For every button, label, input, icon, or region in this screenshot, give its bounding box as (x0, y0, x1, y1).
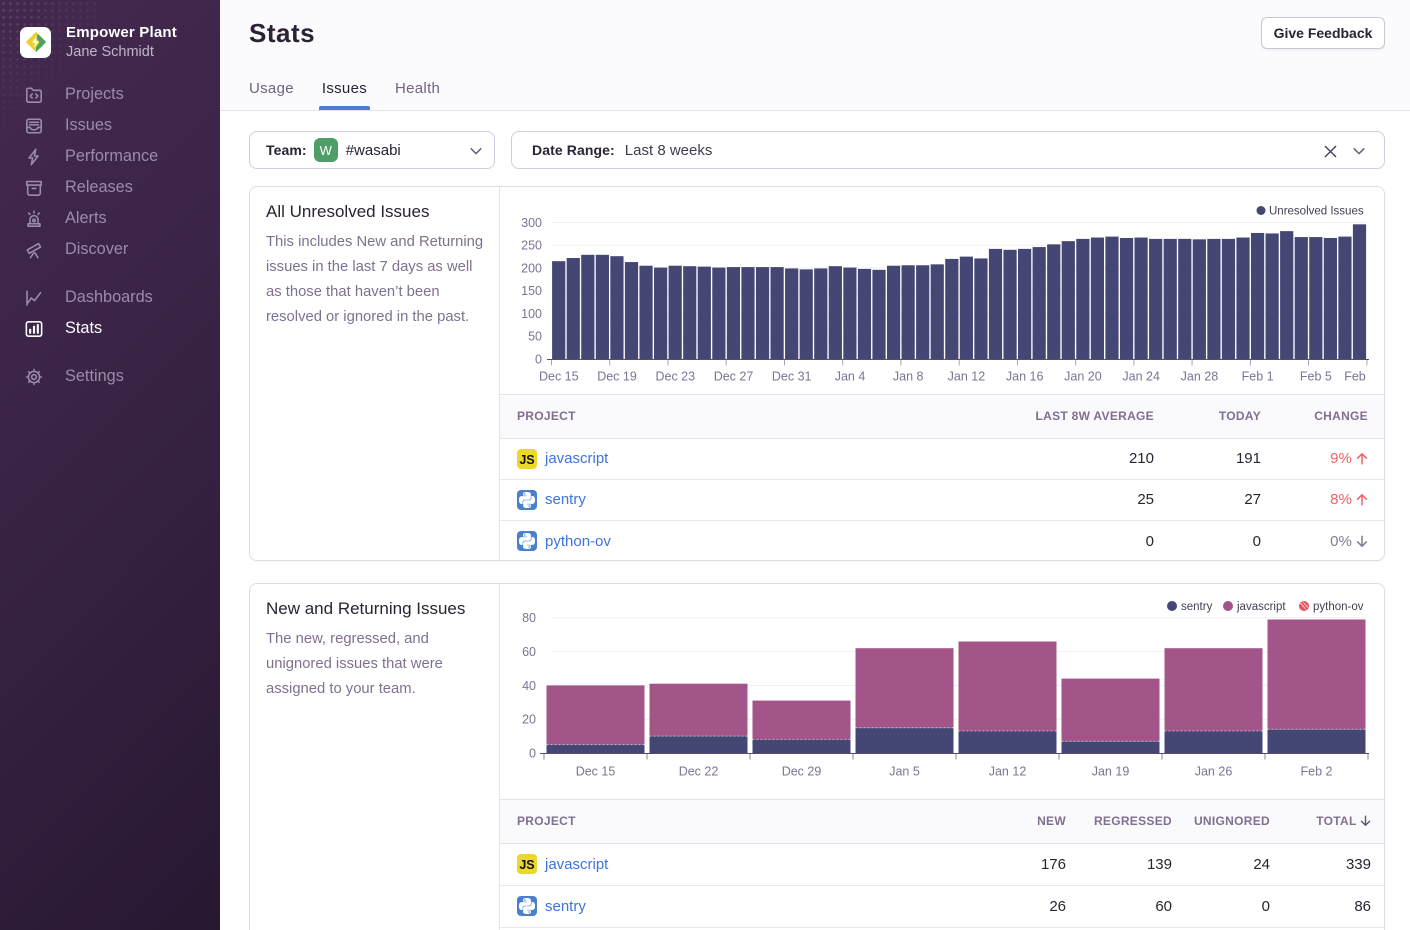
svg-text:80: 80 (522, 611, 536, 625)
svg-text:Jan 16: Jan 16 (1006, 370, 1044, 384)
svg-text:Feb 5: Feb 5 (1300, 370, 1332, 384)
svg-text:Dec 29: Dec 29 (782, 765, 822, 779)
svg-text:60: 60 (522, 645, 536, 659)
svg-text:Jan 20: Jan 20 (1064, 370, 1102, 384)
svg-text:Dec 27: Dec 27 (714, 370, 754, 384)
svg-text:Jan 4: Jan 4 (835, 370, 866, 384)
svg-text:40: 40 (522, 679, 536, 693)
svg-text:Feb: Feb (1344, 370, 1366, 384)
svg-text:JS: JS (519, 858, 534, 872)
svg-text:0: 0 (535, 352, 542, 366)
svg-text:python-ov: python-ov (1313, 601, 1364, 613)
svg-text:100: 100 (521, 307, 542, 321)
svg-text:Jan 24: Jan 24 (1122, 370, 1160, 384)
svg-text:Feb 2: Feb 2 (1301, 765, 1333, 779)
svg-text:Jan 26: Jan 26 (1195, 765, 1233, 779)
svg-text:javascript: javascript (1236, 601, 1286, 613)
svg-text:sentry: sentry (1181, 601, 1213, 613)
svg-text:Dec 23: Dec 23 (655, 370, 695, 384)
svg-text:200: 200 (521, 261, 542, 275)
svg-text:Dec 15: Dec 15 (576, 765, 616, 779)
svg-text:Dec 19: Dec 19 (597, 370, 637, 384)
svg-text:150: 150 (521, 284, 542, 298)
svg-text:Jan 12: Jan 12 (948, 370, 986, 384)
svg-text:Feb 1: Feb 1 (1242, 370, 1274, 384)
svg-text:Jan 5: Jan 5 (889, 765, 920, 779)
svg-text:300: 300 (521, 216, 542, 230)
svg-text:Jan 28: Jan 28 (1181, 370, 1219, 384)
svg-text:Unresolved Issues: Unresolved Issues (1269, 206, 1364, 218)
svg-text:0: 0 (529, 746, 536, 760)
svg-text:20: 20 (522, 713, 536, 727)
svg-text:JS: JS (519, 453, 534, 467)
svg-text:Jan 19: Jan 19 (1092, 765, 1130, 779)
svg-text:250: 250 (521, 239, 542, 253)
svg-text:Dec 22: Dec 22 (679, 765, 719, 779)
svg-text:Jan 8: Jan 8 (893, 370, 924, 384)
svg-text:Dec 31: Dec 31 (772, 370, 812, 384)
svg-text:50: 50 (528, 330, 542, 344)
svg-text:Dec 15: Dec 15 (539, 370, 579, 384)
svg-text:Jan 12: Jan 12 (989, 765, 1027, 779)
